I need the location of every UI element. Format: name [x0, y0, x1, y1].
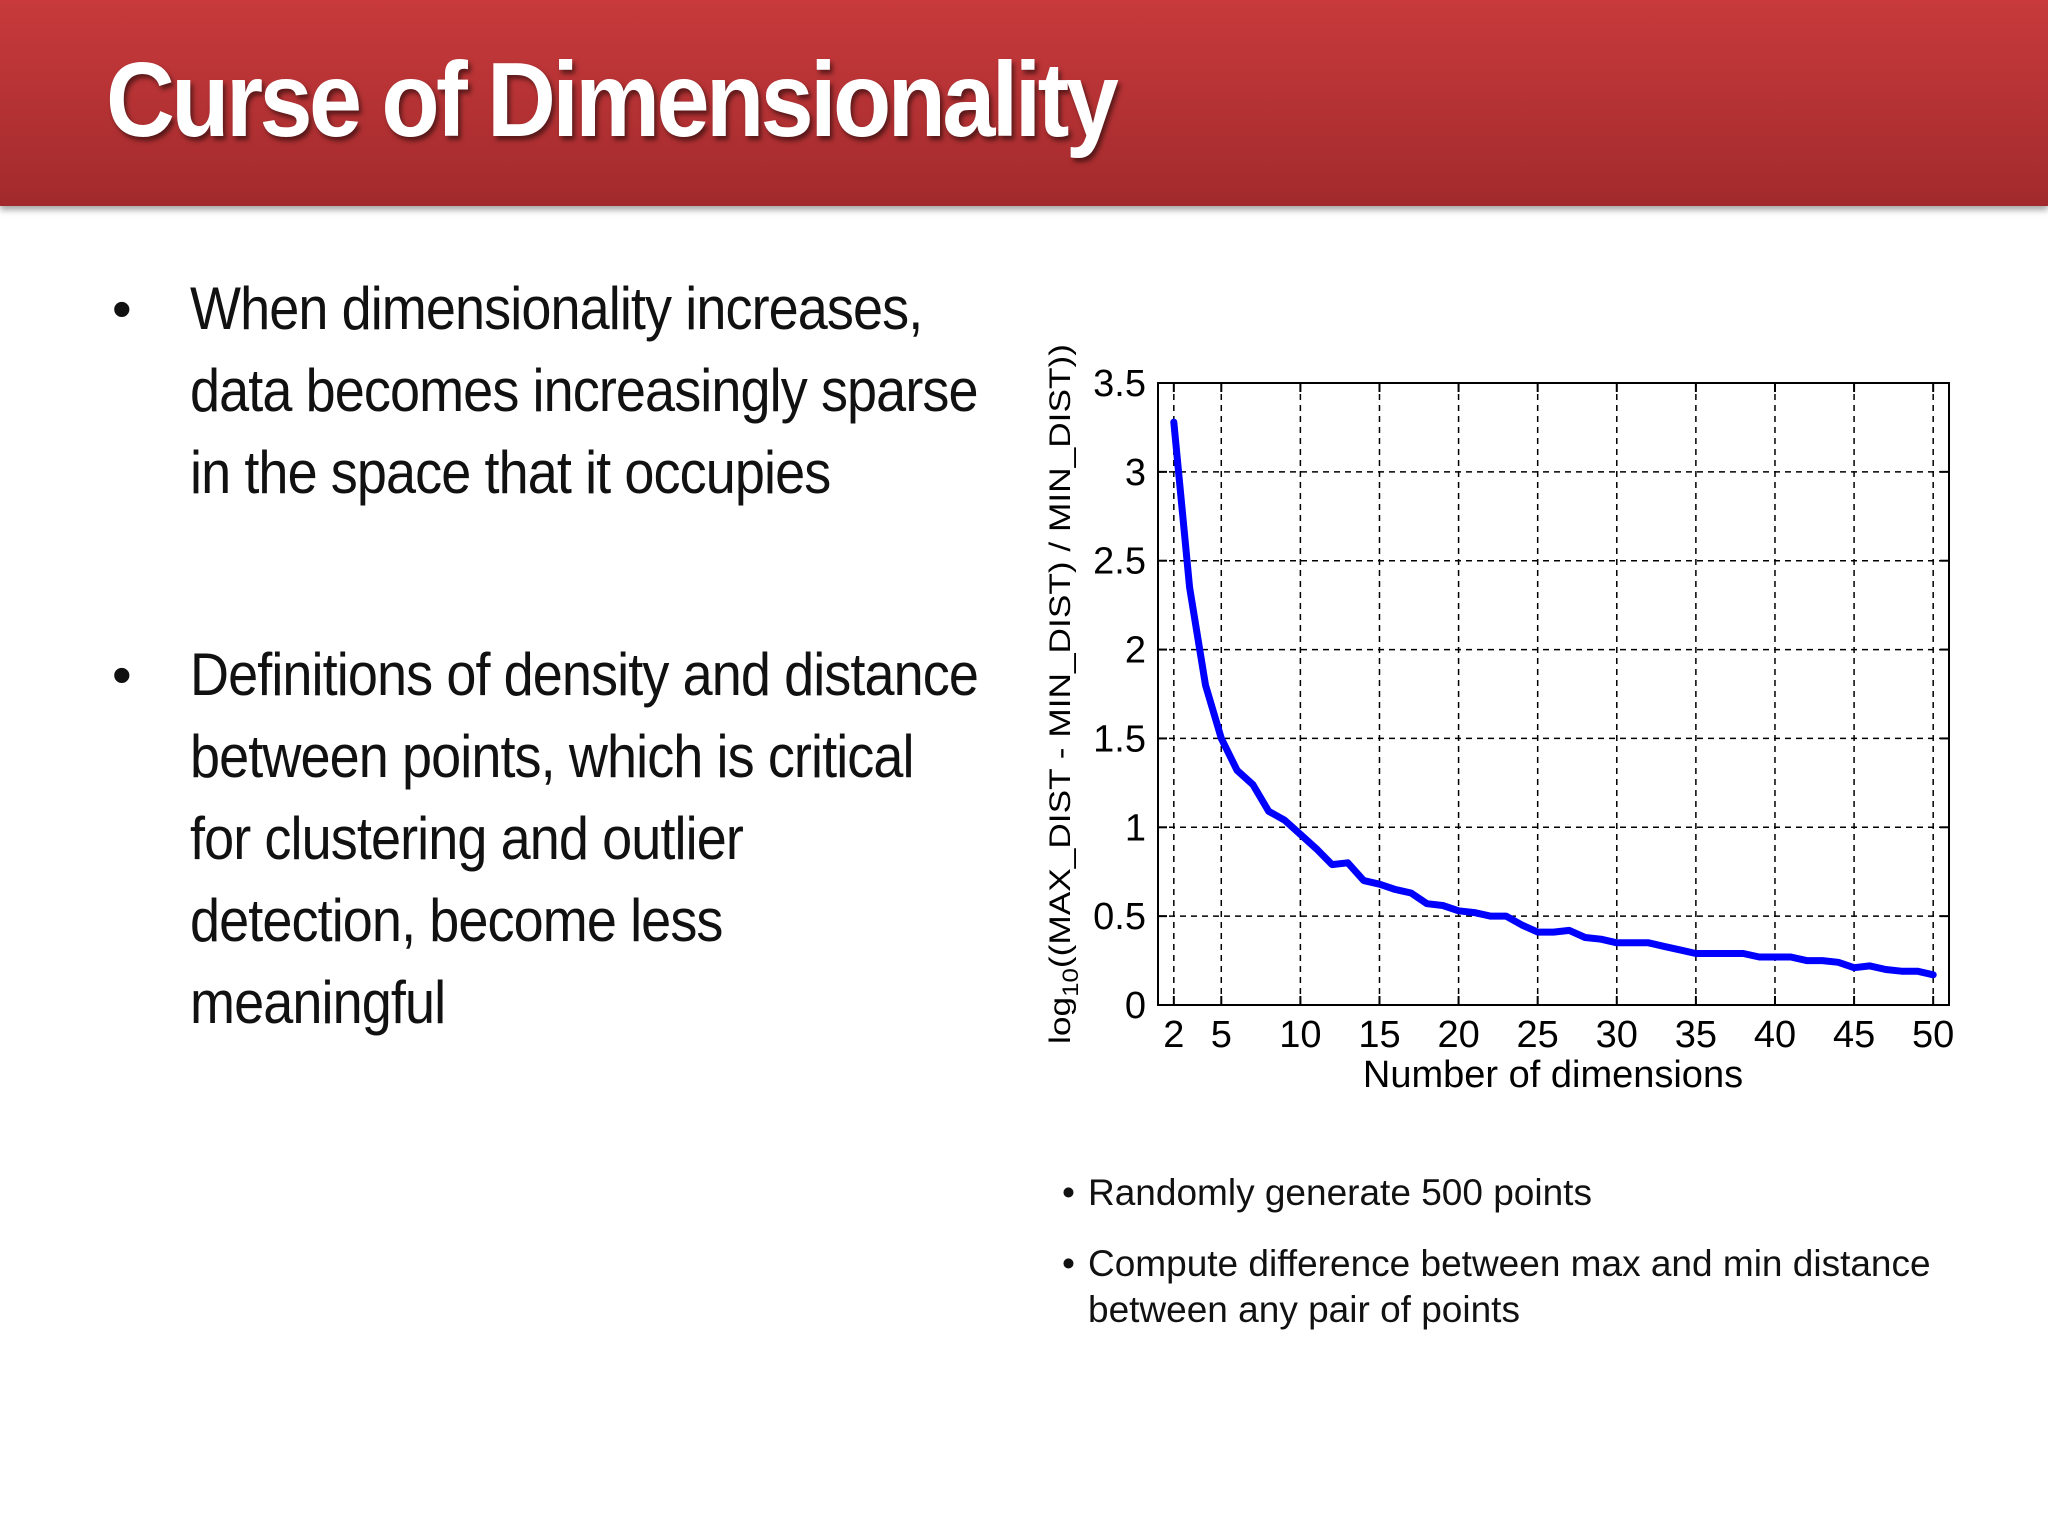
- x-tick-label-25: 25: [1517, 1014, 1559, 1056]
- y-axis-label-expression: ((MAX_DIST - MIN_DIST) / MIN_DIST)): [1044, 344, 1077, 968]
- x-tick-label-30: 30: [1596, 1014, 1638, 1056]
- bullet-text: When dimensionality increases, data beco…: [190, 275, 979, 506]
- note-marker: •: [1062, 1243, 1075, 1284]
- bullet-item: • Definitions of density and distance be…: [112, 634, 992, 1044]
- axis-ticks: [1158, 382, 1949, 1006]
- y-tick-label-3: 1.5: [1093, 718, 1146, 760]
- x-tick-label-15: 15: [1358, 1014, 1400, 1056]
- bullet-list: • When dimensionality increases, data be…: [112, 268, 992, 1044]
- y-tick-label-1: 0.5: [1093, 896, 1146, 938]
- y-tick-label-4: 2: [1125, 630, 1146, 672]
- note-marker: •: [1062, 1172, 1075, 1213]
- bullet-marker: •: [112, 277, 132, 340]
- bullet-text: Definitions of density and distance betw…: [190, 641, 979, 1036]
- x-tick-label-10: 10: [1279, 1014, 1321, 1056]
- x-tick-label-40: 40: [1754, 1014, 1796, 1056]
- title-bar: Curse of Dimensionality: [0, 0, 2048, 206]
- y-axis-label-base: 10: [1058, 968, 1083, 997]
- x-tick-label-20: 20: [1437, 1014, 1479, 1056]
- grid-lines: [1158, 382, 1949, 1006]
- slide-title: Curse of Dimensionality: [106, 41, 1119, 159]
- plot-frame: [1157, 382, 1950, 1006]
- bullet-marker: •: [112, 643, 132, 706]
- y-tick-label-7: 3.5: [1093, 363, 1146, 405]
- y-axis-label: log10((MAX_DIST - MIN_DIST) / MIN_DIST)): [1044, 344, 1083, 1044]
- note-item: • Randomly generate 500 points: [1062, 1170, 1962, 1216]
- x-tick-label-2: 2: [1163, 1014, 1184, 1056]
- x-tick-label-5: 5: [1211, 1014, 1232, 1056]
- y-tick-label-6: 3: [1125, 452, 1146, 494]
- note-list: • Randomly generate 500 points • Compute…: [1062, 1170, 1962, 1333]
- y-tick-label-0: 0: [1125, 985, 1146, 1027]
- data-series-line: [1170, 418, 1937, 979]
- x-tick-label-50: 50: [1912, 1014, 1954, 1056]
- note-text: Randomly generate 500 points: [1088, 1172, 1592, 1213]
- note-item: • Compute difference between max and min…: [1062, 1241, 1962, 1333]
- bullet-item: • When dimensionality increases, data be…: [112, 268, 992, 514]
- y-tick-label-2: 1: [1125, 807, 1146, 849]
- x-axis-label: Number of dimensions: [1363, 1054, 1743, 1096]
- x-tick-label-35: 35: [1675, 1014, 1717, 1056]
- x-tick-label-45: 45: [1833, 1014, 1875, 1056]
- note-text: Compute difference between max and min d…: [1088, 1243, 1931, 1330]
- y-tick-label-5: 2.5: [1093, 541, 1146, 583]
- y-axis-label-log: log: [1044, 997, 1077, 1044]
